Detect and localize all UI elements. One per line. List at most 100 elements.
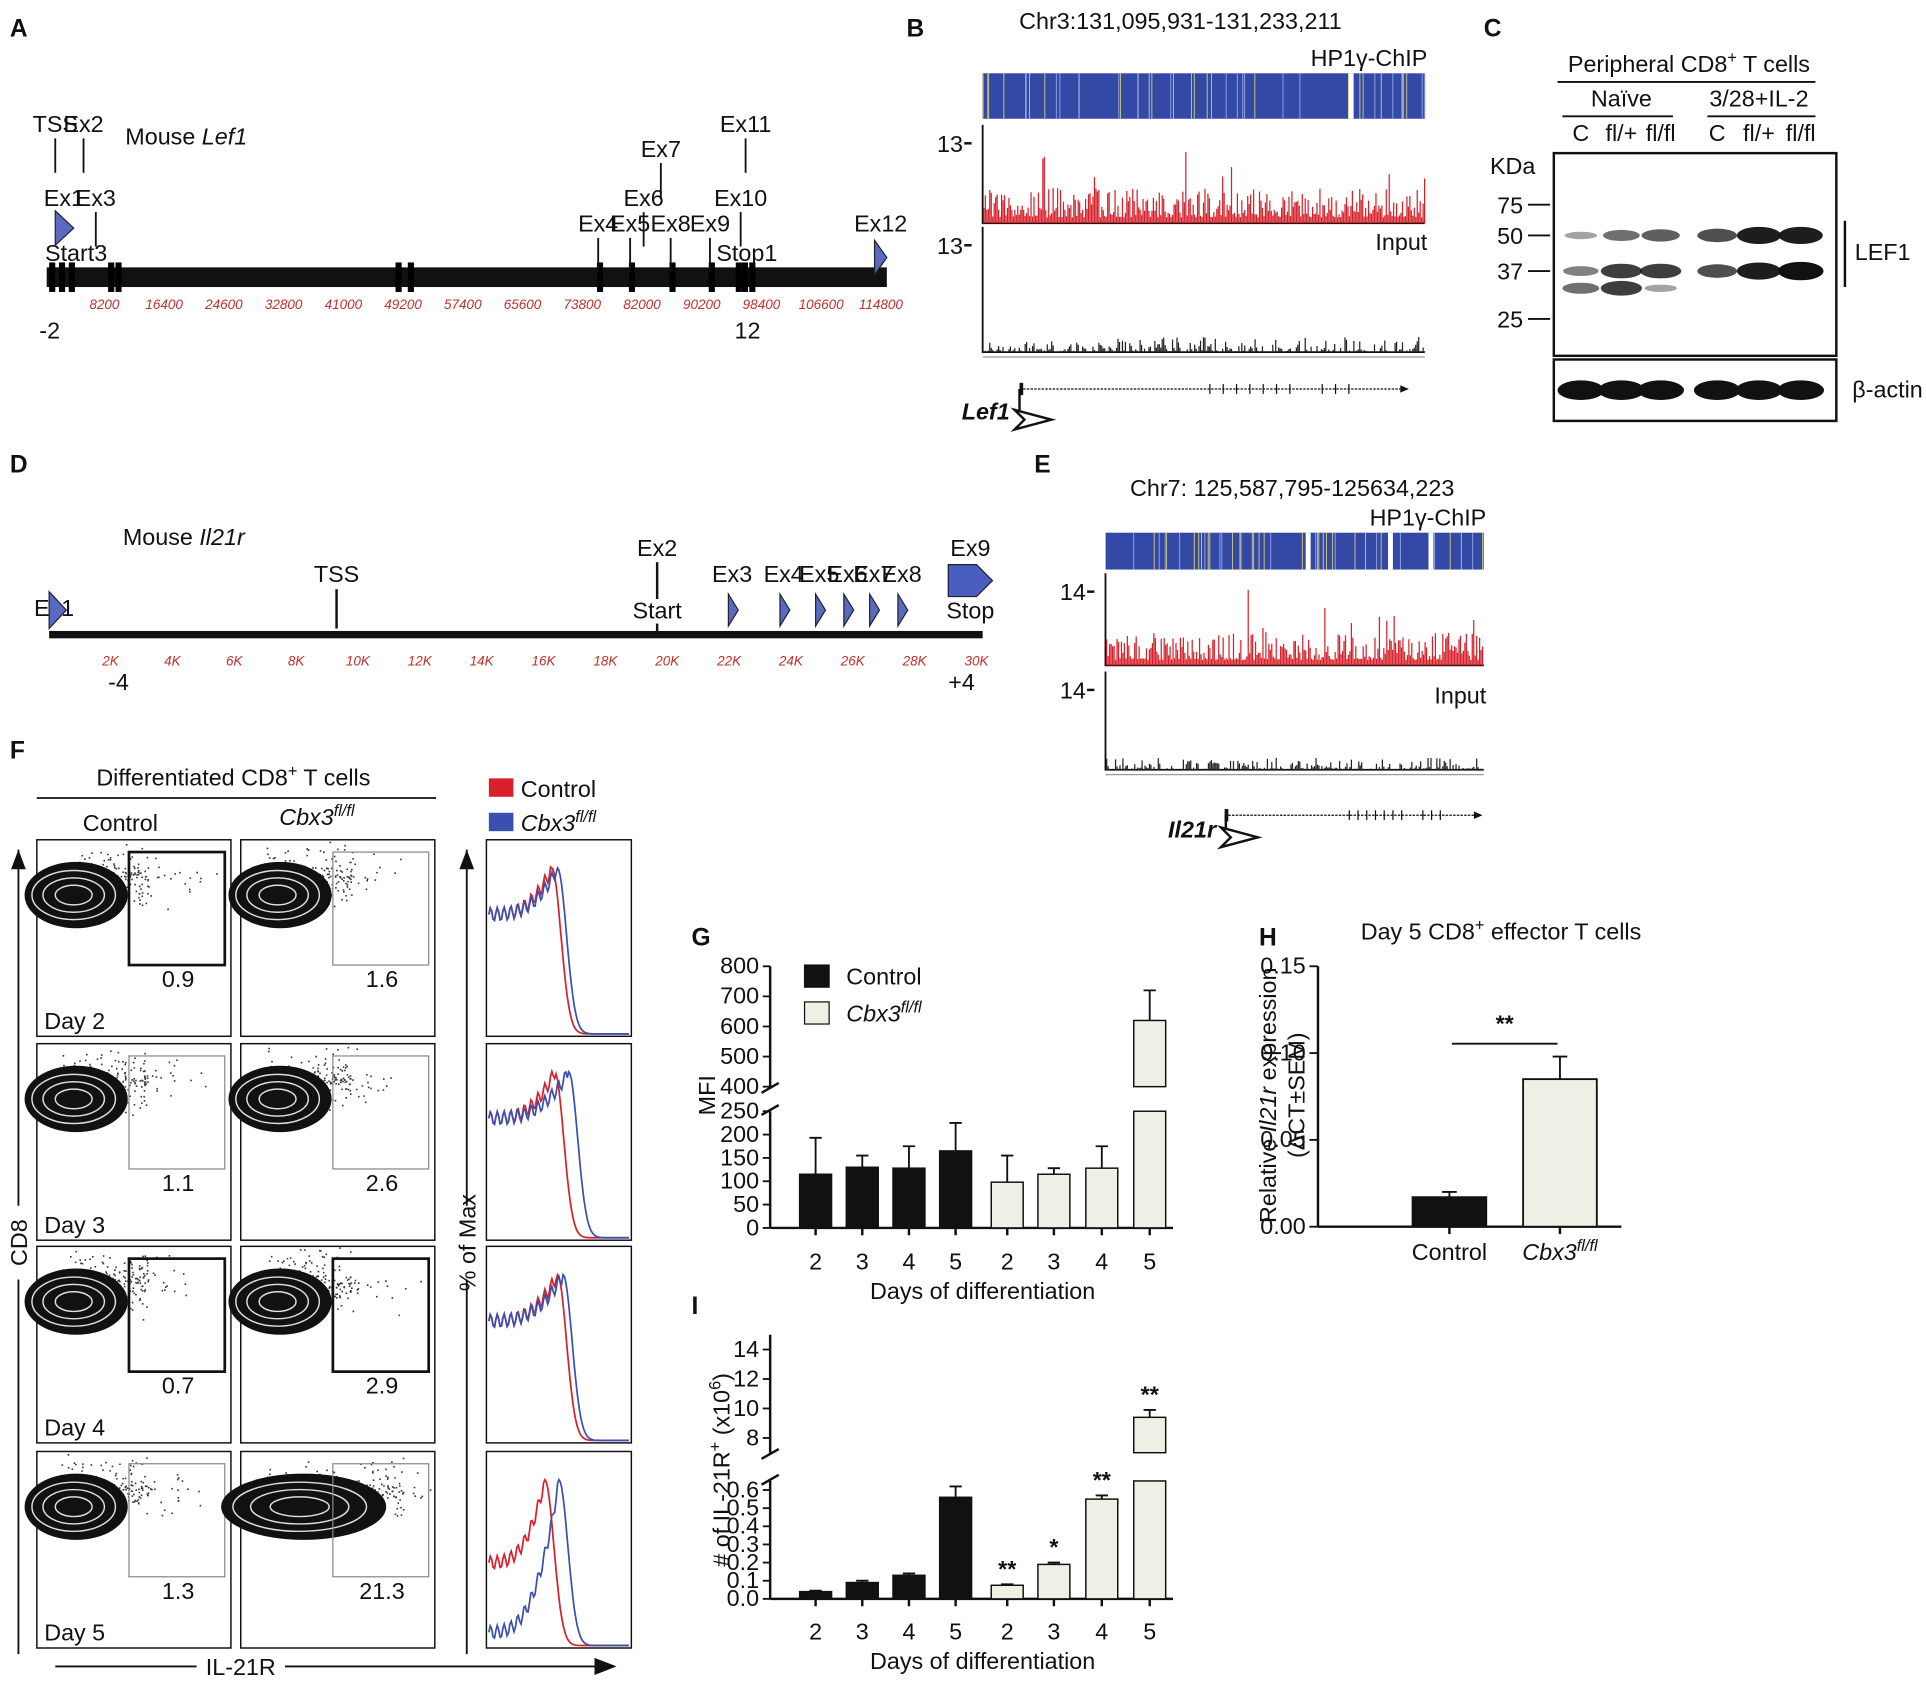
exon-block xyxy=(407,262,414,292)
track-name: HP1γ-ChIP xyxy=(1370,504,1487,530)
flow-title-part: T cells xyxy=(297,765,370,791)
y-tick-label: 500 xyxy=(720,1043,759,1069)
flow-contour xyxy=(232,1481,368,1533)
gene-name: Il21r xyxy=(1168,816,1218,842)
bar xyxy=(938,1496,973,1600)
feature-label: Ex2 xyxy=(63,111,103,137)
axis-break xyxy=(760,1104,780,1116)
error-bar xyxy=(856,1579,869,1583)
feature-label: TSS xyxy=(33,111,78,137)
legend-label: Control xyxy=(846,964,921,990)
gate-percent: 2.6 xyxy=(366,1170,398,1196)
x-tick-label: 2 xyxy=(809,1618,822,1644)
blot-band xyxy=(1641,229,1680,242)
exon-block xyxy=(49,262,56,292)
exon-arrow xyxy=(48,590,68,631)
error-bar xyxy=(1442,1191,1457,1198)
blot-title: Peripheral CD8+ T cells xyxy=(1568,49,1810,77)
error-bar xyxy=(809,1136,822,1175)
group-label: 3/28+IL-2 xyxy=(1709,85,1808,111)
end-label: -4 xyxy=(108,669,129,695)
axis-title: CD8 xyxy=(6,1219,32,1266)
blot-band xyxy=(1640,263,1682,279)
panel-label: C xyxy=(1484,15,1502,42)
x-tick-label: 3 xyxy=(1047,1618,1060,1644)
blot-band xyxy=(1602,229,1640,241)
panel-label: E xyxy=(1034,452,1050,479)
blot-title-part: T cells xyxy=(1737,51,1810,77)
exon-block xyxy=(58,262,66,292)
error-bar xyxy=(1143,1409,1156,1418)
y-axis-title-part: Il21r xyxy=(1255,1086,1281,1133)
chip-heatmap xyxy=(982,73,1425,119)
axis-tick-label: 73800 xyxy=(563,297,601,312)
tss-arrow xyxy=(1010,407,1057,432)
feature-label: Ex6 xyxy=(827,561,867,587)
axis-tick-label: 82000 xyxy=(623,297,661,312)
y-tick-label: 8 xyxy=(746,1424,759,1450)
flow-contour xyxy=(24,1268,128,1335)
error-bar xyxy=(1095,1494,1108,1500)
region-label: Chr7: 125,587,795-125634,223 xyxy=(1130,475,1454,501)
y-tick-label: 50 xyxy=(733,1191,759,1217)
flow-title-part: + xyxy=(288,763,298,781)
track-max: 14 xyxy=(1060,678,1086,704)
gene-title: Mouse Lef1 xyxy=(125,124,247,150)
track-name: Input xyxy=(1434,682,1486,708)
feature-label: Ex11 xyxy=(720,111,771,137)
x-tick-label: Cbx3fl/fl xyxy=(1522,1237,1598,1265)
bar xyxy=(892,1167,926,1229)
significance: * xyxy=(1049,1534,1059,1560)
axis-tick-label: 22K xyxy=(716,653,742,668)
error-bar xyxy=(902,1145,916,1169)
axis-title: IL-21R xyxy=(206,1654,276,1680)
histogram-plot xyxy=(485,1450,633,1649)
feature-label: Ex5 xyxy=(799,561,839,587)
feature-label: Ex7 xyxy=(641,136,681,162)
track-name: Input xyxy=(1375,229,1427,255)
flow-contour xyxy=(258,1291,297,1313)
gene-title: Mouse Il21r xyxy=(123,524,246,550)
x-tick-label: Control xyxy=(1412,1239,1487,1265)
y-tick-label: 700 xyxy=(720,983,759,1009)
legend-label: Cbx3fl/fl xyxy=(846,999,922,1027)
bar xyxy=(892,1574,926,1600)
significance: ** xyxy=(1141,1382,1160,1408)
bar xyxy=(845,1581,879,1600)
blot-band xyxy=(1735,380,1783,401)
y-axis-title-part: (ΔCT±SEM) xyxy=(1283,1032,1309,1158)
legend-swatch xyxy=(488,812,514,832)
gene-arrowhead xyxy=(1473,811,1483,819)
flow-gate xyxy=(332,851,430,966)
gene-body xyxy=(49,630,983,639)
y-tick-label: 400 xyxy=(720,1073,759,1099)
blot-band xyxy=(1600,263,1643,279)
y-tick-label: 200 xyxy=(720,1121,759,1147)
blot-band xyxy=(1778,226,1823,245)
error-bar xyxy=(1001,1154,1014,1183)
x-tick-label: 2 xyxy=(1001,1618,1014,1644)
y-tick-label: 150 xyxy=(720,1144,759,1170)
track-signal xyxy=(983,337,1426,353)
axis-break xyxy=(760,1473,780,1486)
error-bar xyxy=(949,1121,962,1151)
y-tick-label: 0.6 xyxy=(727,1476,759,1502)
bar xyxy=(1085,1498,1119,1600)
blot-band xyxy=(1697,264,1738,278)
lane-label: fl/fl xyxy=(1646,120,1676,146)
gene-title-part: Mouse xyxy=(123,524,199,550)
feature-label: Ex12 xyxy=(854,211,907,237)
feature-label: Ex9 xyxy=(950,535,990,561)
y-tick-label: 0.05 xyxy=(1260,1126,1305,1152)
error-bar xyxy=(856,1154,869,1168)
flow-contour xyxy=(42,1488,106,1525)
bar xyxy=(845,1166,879,1229)
y-tick-label: 0.3 xyxy=(727,1531,759,1557)
flow-gate xyxy=(127,1257,227,1373)
legend-label-part: fl/fl xyxy=(575,808,596,826)
bar xyxy=(1037,1563,1071,1600)
feature-label: Ex4 xyxy=(578,211,618,237)
exon-block xyxy=(115,262,122,292)
chip-heatmap xyxy=(1105,532,1484,570)
flow-contour xyxy=(24,861,128,929)
